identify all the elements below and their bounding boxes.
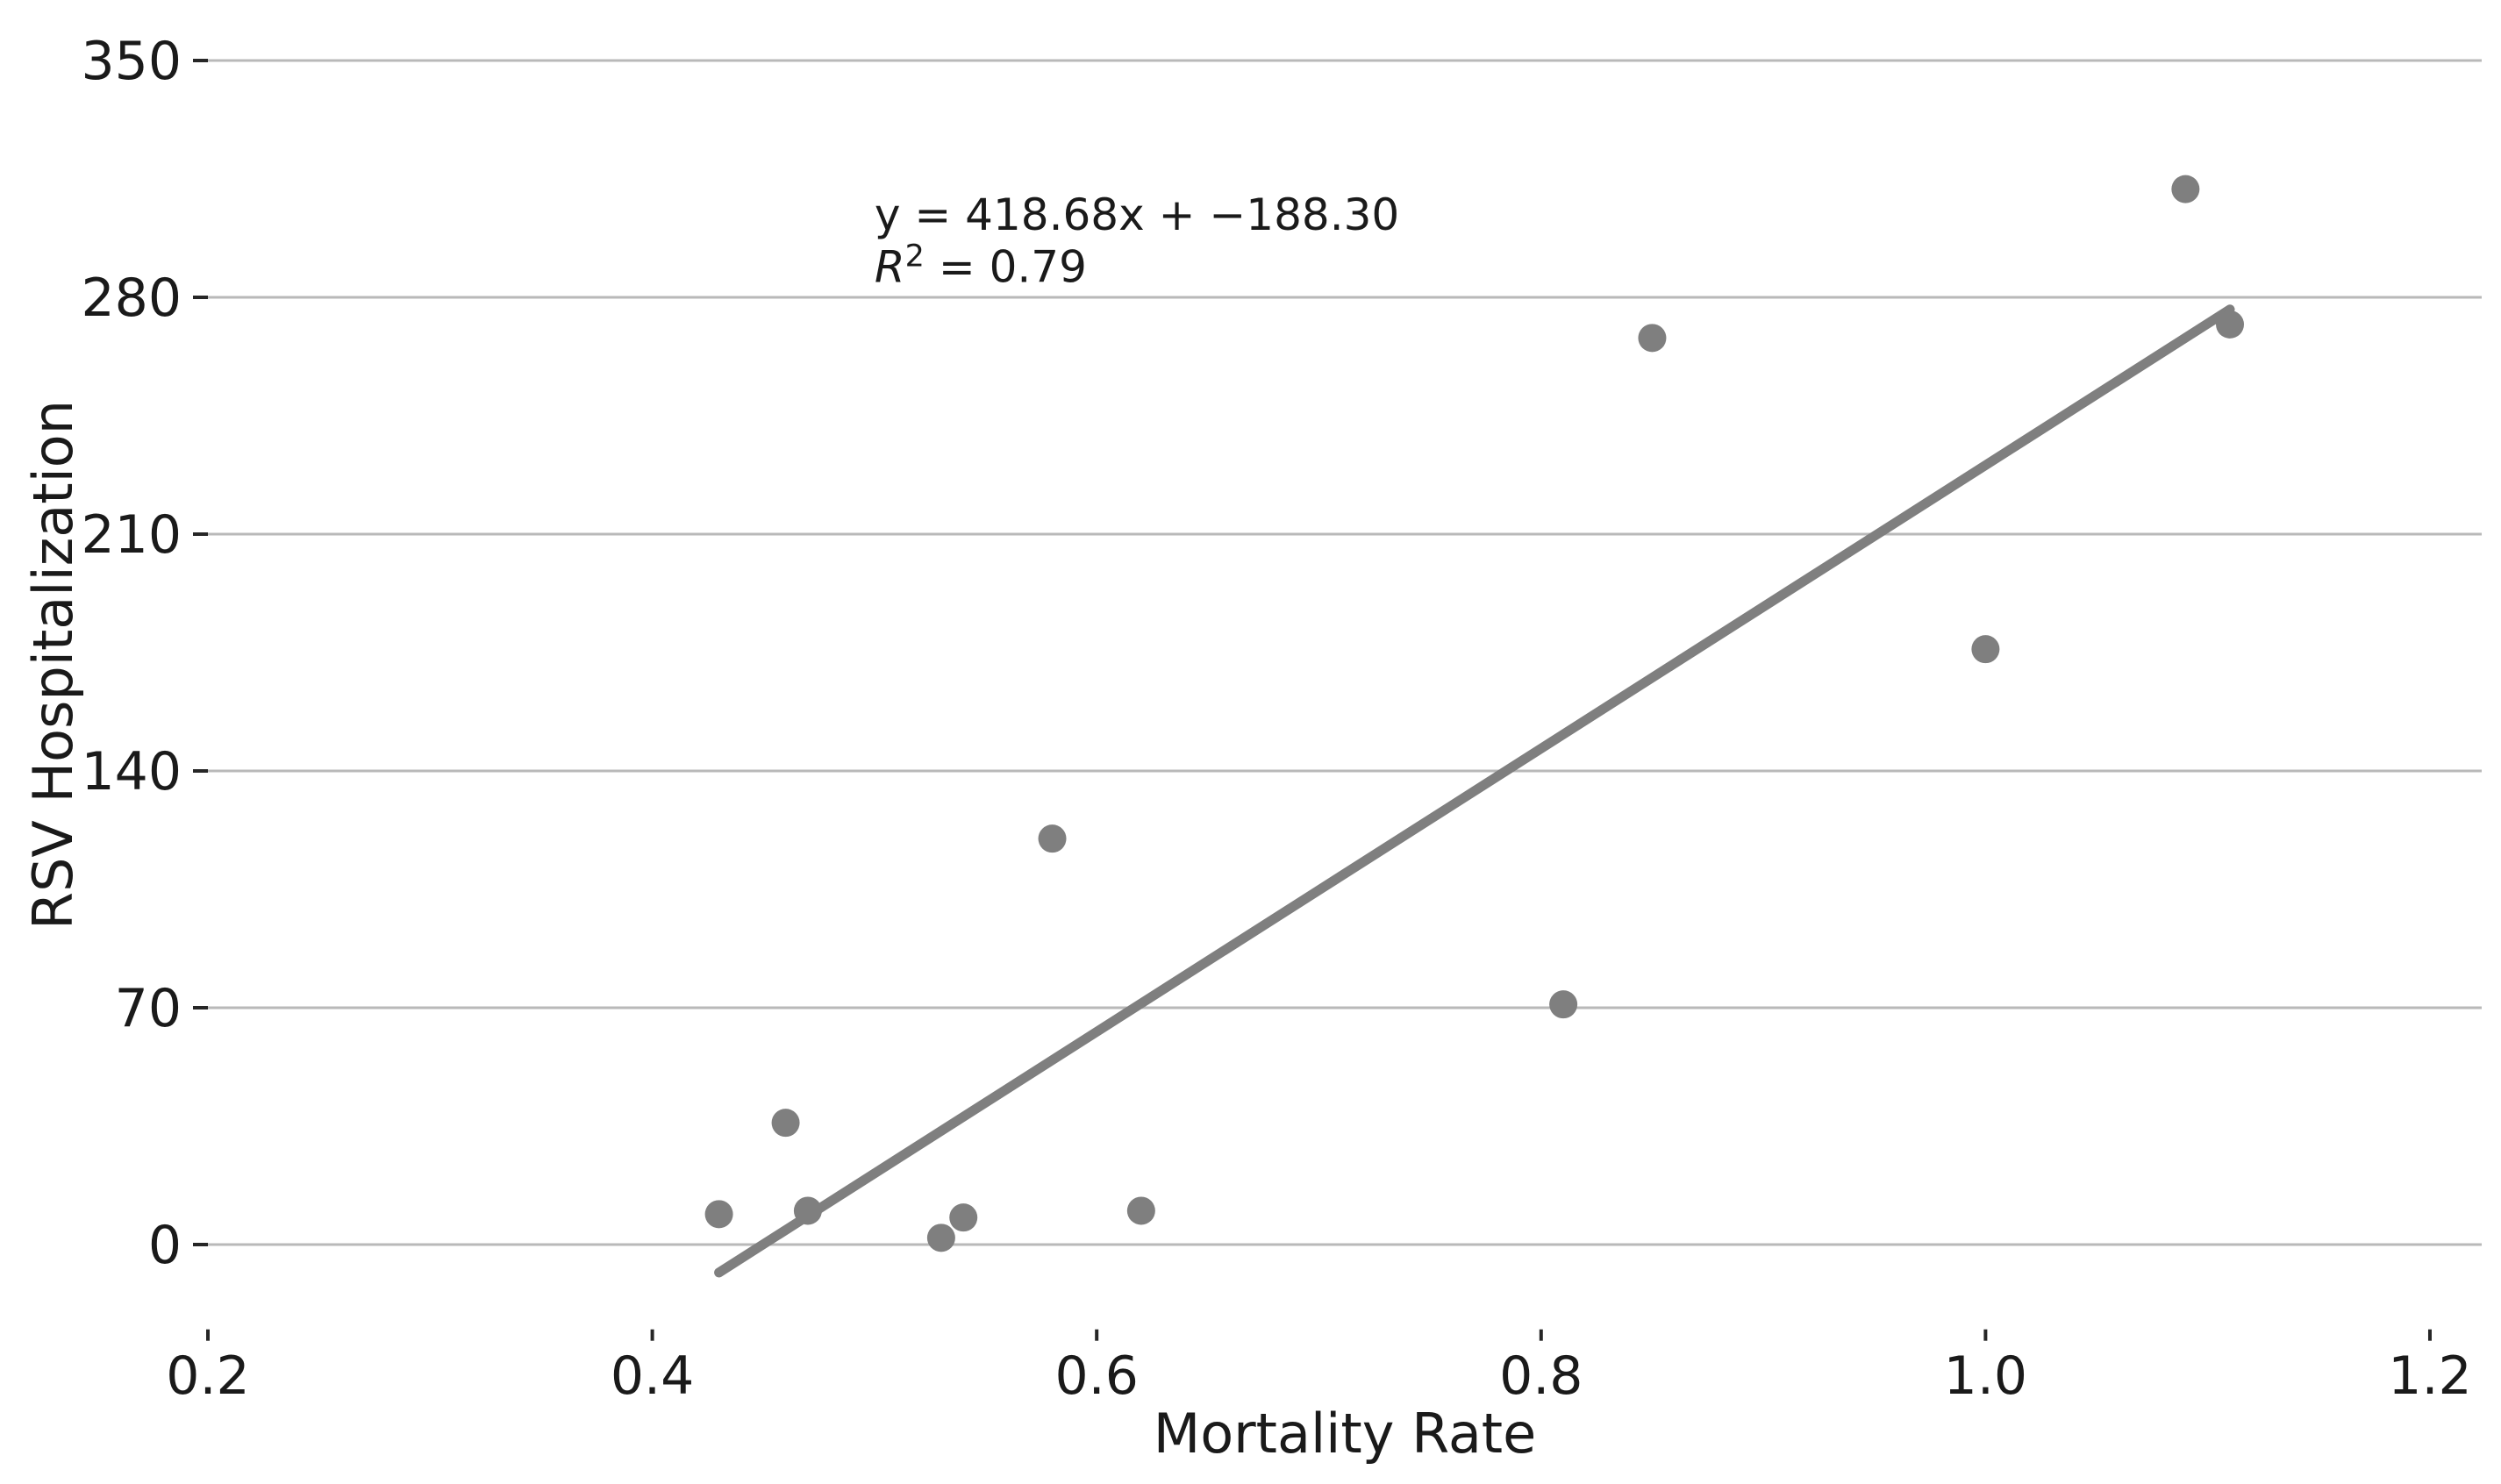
scatter-point (1971, 635, 2000, 664)
regression-line-group (714, 304, 2235, 1278)
scatter-point (704, 1200, 733, 1229)
tick-labels-group: 0 70 140 210 280 350 0.2 0.4 0.6 0.8 1.0 1.2 (81, 31, 2471, 1407)
x-tick-label: 0.2 (166, 1345, 249, 1407)
x-tick-label: 0.8 (1499, 1345, 1583, 1407)
scatter-point (771, 1109, 800, 1138)
scatter-point (2216, 310, 2245, 339)
regression-equation-text: y = 418.68x + −188.30 (875, 189, 1399, 240)
scatter-point (1638, 324, 1667, 353)
r-squared-text: R2 = 0.79 (875, 239, 1087, 293)
scatter-point (1126, 1196, 1155, 1225)
x-tick-label: 1.0 (1944, 1345, 2027, 1407)
x-axis-label: Mortality Rate (1154, 1402, 1537, 1466)
y-tick-label: 140 (81, 741, 182, 803)
gridlines-group (208, 59, 2482, 1246)
scatter-point (926, 1224, 955, 1252)
y-tick-label: 280 (81, 268, 182, 329)
scatter-point (1038, 824, 1067, 853)
y-tick-label: 210 (81, 504, 182, 566)
y-axis-label: RSV Hospitalization (21, 400, 85, 930)
scatter-point (949, 1203, 978, 1232)
scatter-point (793, 1196, 822, 1225)
y-tick-label: 350 (81, 31, 182, 92)
scatter-point (2171, 175, 2200, 203)
x-tick-label: 0.4 (611, 1345, 694, 1407)
y-tick-label: 0 (148, 1215, 182, 1276)
scatter-point (1549, 990, 1578, 1019)
y-tick-label: 70 (115, 978, 182, 1039)
scatter-points-group (704, 175, 2245, 1252)
x-tick-label: 0.6 (1054, 1345, 1138, 1407)
axis-ticks-group (193, 59, 2432, 1341)
x-tick-label: 1.2 (2388, 1345, 2471, 1407)
regression-line (714, 304, 2235, 1278)
